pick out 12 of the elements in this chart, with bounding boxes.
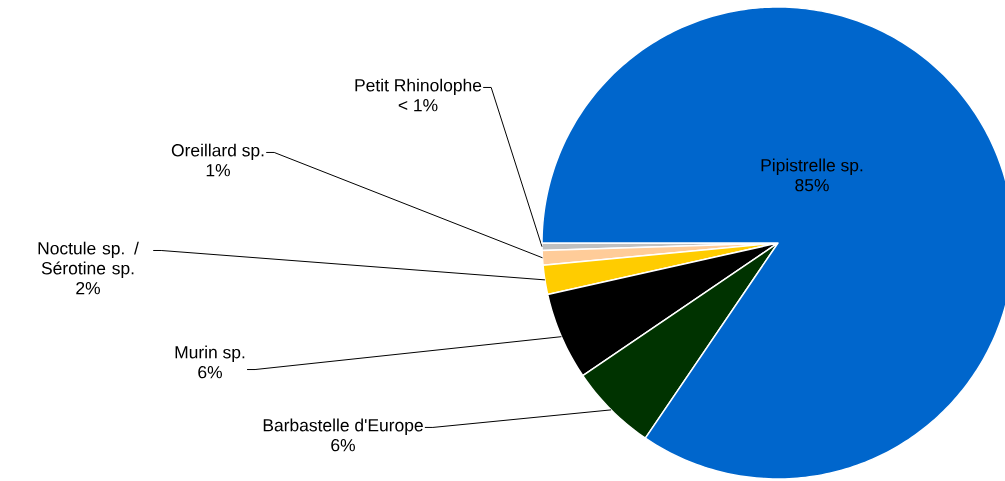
slice-label: Pipistrelle sp. xyxy=(761,158,863,175)
data-label: < 1% xyxy=(398,99,438,112)
slice-label: Oreillard sp. xyxy=(171,143,264,160)
data-label: 6% xyxy=(331,439,355,452)
slice-label: Barbastelle d'Europe xyxy=(263,418,423,435)
data-label: 1% xyxy=(206,164,230,177)
slice-label: Petit Rhinolophe xyxy=(355,78,482,95)
data-label: 2% xyxy=(76,282,100,295)
data-label: 85% xyxy=(795,179,829,192)
data-label: 6% xyxy=(198,366,222,379)
slice-label: Murin sp. xyxy=(175,345,245,362)
slice-label: Noctule sp. / Sérotine sp. xyxy=(38,241,139,278)
